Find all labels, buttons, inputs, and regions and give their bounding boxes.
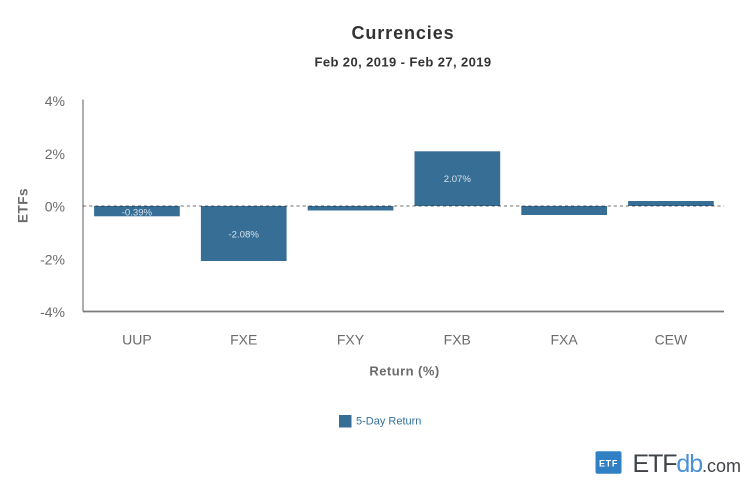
svg-text:-4%: -4% [40, 304, 65, 320]
svg-text:FXB: FXB [444, 332, 471, 348]
svg-text:4%: 4% [45, 93, 65, 109]
svg-text:5-Day Return: 5-Day Return [356, 416, 421, 428]
svg-text:-0.39%: -0.39% [122, 207, 153, 218]
svg-text:ETF: ETF [599, 459, 618, 469]
svg-text:Return (%): Return (%) [369, 364, 439, 379]
svg-text:-2%: -2% [40, 252, 65, 268]
svg-text:FXA: FXA [550, 332, 578, 348]
svg-text:2%: 2% [45, 146, 65, 162]
svg-text:UUP: UUP [122, 332, 152, 348]
svg-text:0%: 0% [45, 199, 65, 215]
svg-text:ETFdb.com: ETFdb.com [633, 450, 742, 478]
svg-text:FXE: FXE [230, 332, 257, 348]
svg-text:Feb 20, 2019 - Feb 27, 2019: Feb 20, 2019 - Feb 27, 2019 [314, 55, 491, 70]
svg-text:CEW: CEW [655, 332, 688, 348]
svg-text:-2.08%: -2.08% [228, 230, 259, 241]
svg-text:Currencies: Currencies [351, 23, 454, 43]
svg-text:2.07%: 2.07% [444, 174, 472, 185]
svg-text:ETFs: ETFs [16, 188, 31, 223]
svg-text:FXY: FXY [337, 332, 365, 348]
